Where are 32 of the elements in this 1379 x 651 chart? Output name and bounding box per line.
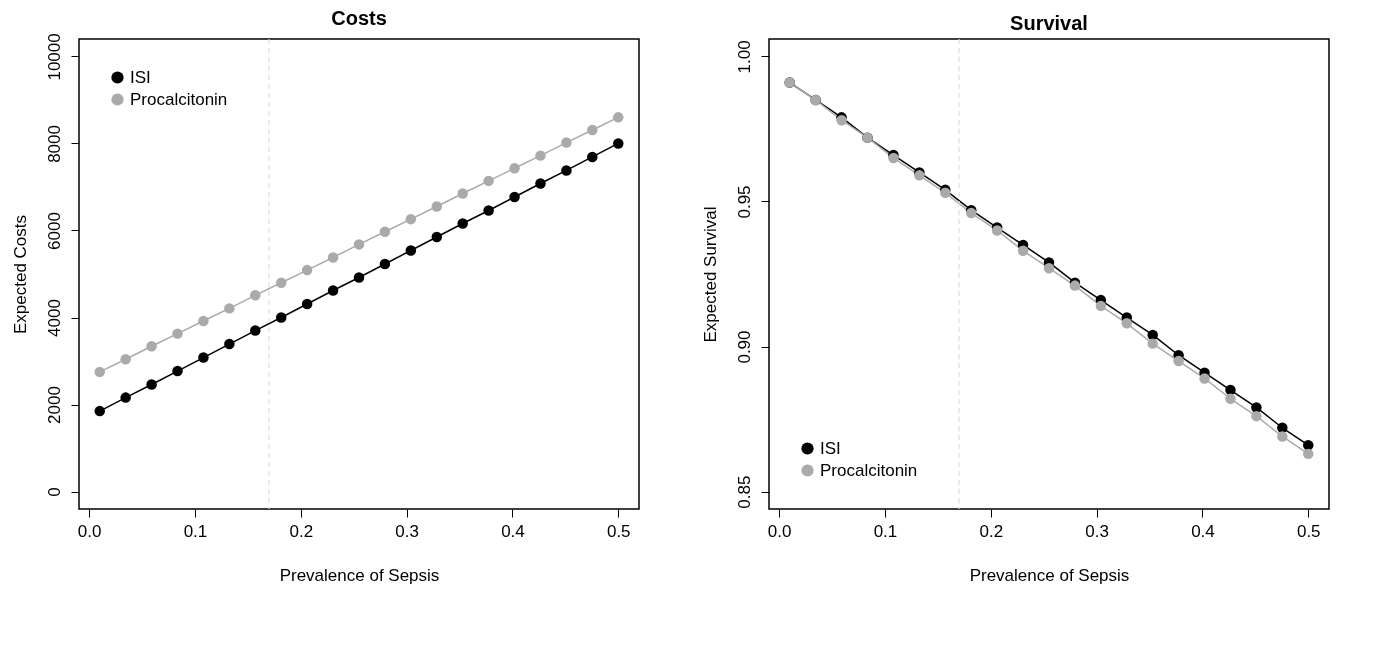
y-tick-label: 6000 <box>44 212 64 250</box>
legend-label: ISI <box>130 67 151 87</box>
y-tick-label: 1.00 <box>734 40 754 74</box>
x-tick-label: 0.2 <box>289 521 314 541</box>
y-tick-label: 2000 <box>44 386 64 424</box>
x-tick-label: 0.0 <box>767 521 792 541</box>
x-tick-label: 0.0 <box>77 521 102 541</box>
x-tick-label: 0.4 <box>1191 521 1215 541</box>
y-tick-label: 0.95 <box>734 185 754 219</box>
legend-label: ISI <box>820 438 841 458</box>
chart-title: Costs <box>331 6 387 29</box>
x-tick-label: 0.3 <box>1085 521 1109 541</box>
x-axis-title: Prevalence of Sepsis <box>969 565 1130 585</box>
y-tick-label: 0.90 <box>734 330 754 364</box>
y-tick-label: 0 <box>44 487 64 497</box>
y-tick-label: 10000 <box>44 33 64 81</box>
x-axis-title: Prevalence of Sepsis <box>279 565 440 585</box>
y-axis-title: Expected Survival <box>700 206 720 343</box>
x-tick-label: 0.2 <box>979 521 1004 541</box>
y-tick-label: 8000 <box>44 125 64 163</box>
legend-label: Procalcitonin <box>130 89 228 109</box>
x-tick-label: 0.4 <box>501 521 525 541</box>
chart-title: Survival <box>1010 12 1088 35</box>
y-tick-label: 4000 <box>44 299 64 337</box>
x-tick-label: 0.5 <box>606 521 631 541</box>
y-axis-title: Expected Costs <box>10 214 30 335</box>
y-tick-label: 0.85 <box>734 475 754 509</box>
x-tick-label: 0.1 <box>183 521 208 541</box>
legend-label: Procalcitonin <box>820 460 918 480</box>
x-tick-label: 0.5 <box>1296 521 1321 541</box>
x-tick-label: 0.3 <box>395 521 419 541</box>
x-tick-label: 0.1 <box>873 521 898 541</box>
